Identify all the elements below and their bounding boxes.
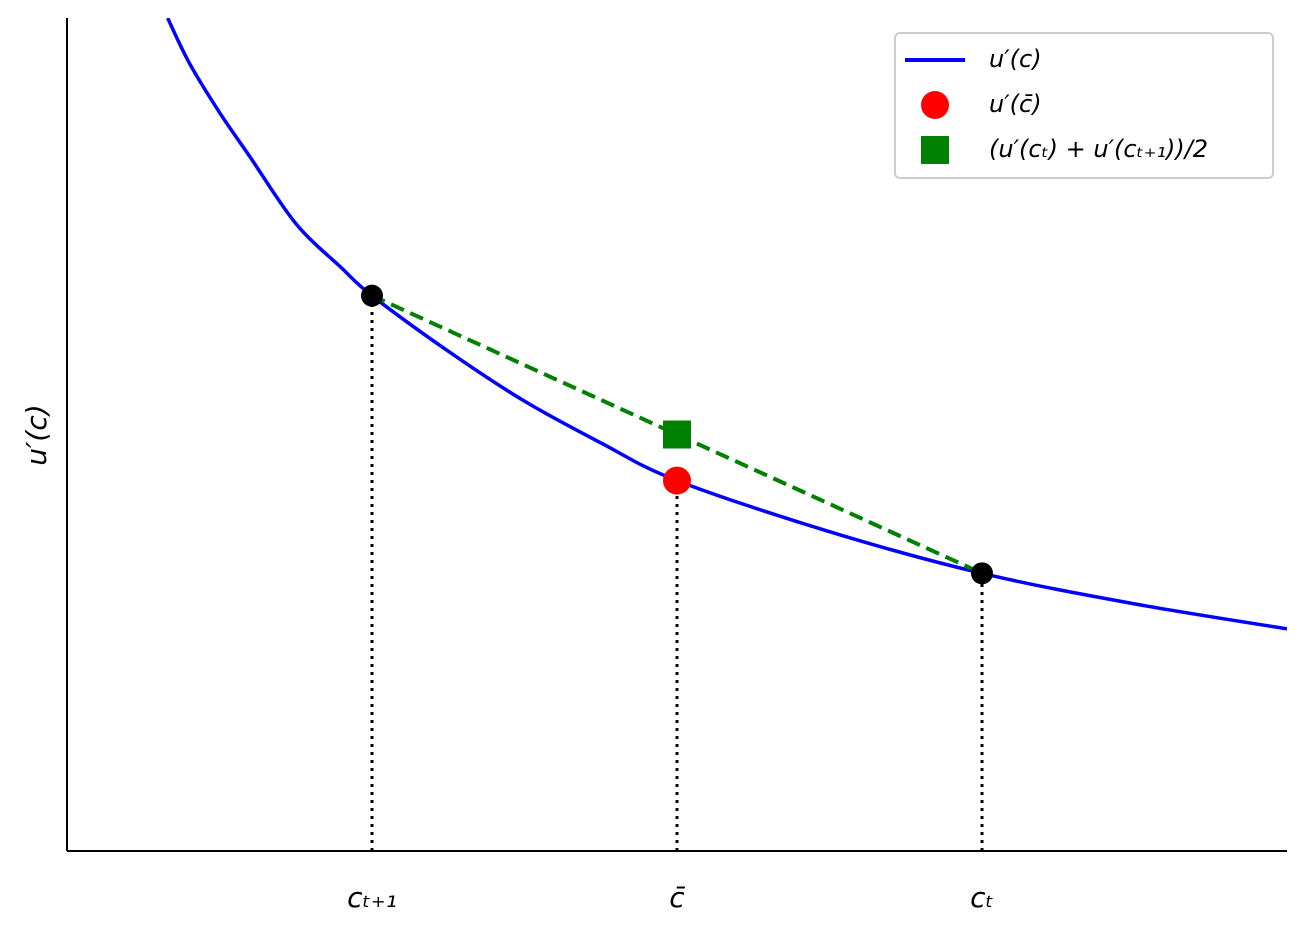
legend-label: u′(c̄) xyxy=(989,90,1042,118)
legend-swatch xyxy=(921,136,949,164)
x-tick-label: cₜ₊₁ xyxy=(347,881,397,914)
circle-marker xyxy=(663,466,691,495)
endpoint xyxy=(361,284,383,307)
x-tick-label: c̄ xyxy=(669,881,686,914)
endpoint xyxy=(971,562,993,585)
legend-label: (u′(cₜ) + u′(cₜ₊₁))/2 xyxy=(989,135,1208,163)
legend-box xyxy=(894,32,1274,179)
x-tick-label: cₜ xyxy=(970,881,994,914)
y-axis-label: u′(c) xyxy=(20,404,53,465)
legend-label: u′(c) xyxy=(989,45,1042,73)
square-marker xyxy=(663,420,691,449)
chord-line xyxy=(371,293,983,576)
legend-swatch xyxy=(921,91,949,119)
